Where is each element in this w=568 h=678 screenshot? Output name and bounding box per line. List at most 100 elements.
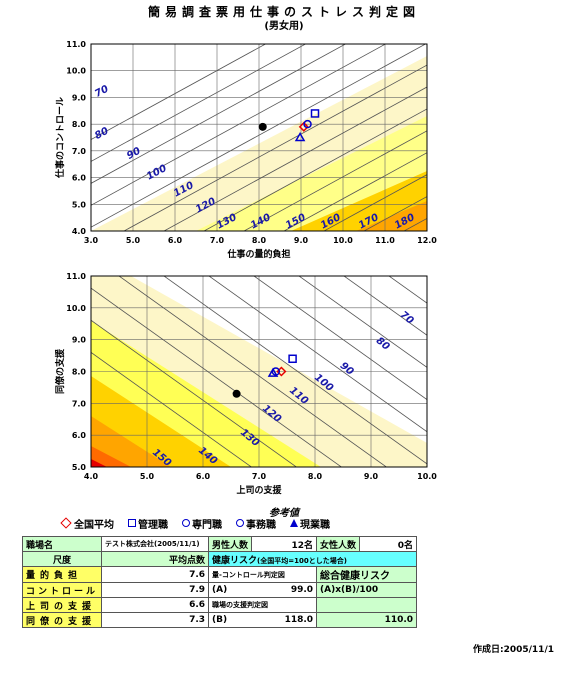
row-value: 7.9 bbox=[101, 582, 210, 598]
x-tick-label: 5.0 bbox=[140, 472, 155, 481]
plot-frame bbox=[90, 43, 428, 232]
legend: 全国平均 管理職 専門職 事務職 現業職 bbox=[60, 516, 532, 531]
row-name: 量的負担 bbox=[21, 566, 103, 583]
risk-b-label: (B) bbox=[212, 615, 228, 625]
summary-table: 職場名 テスト株式会社(2005/11/1) 男性人数 12名 女性人数 0名 … bbox=[21, 536, 418, 628]
risk-band bbox=[91, 459, 107, 467]
risk-b-cell: (B) 118.0 bbox=[208, 612, 318, 628]
triangle-icon bbox=[290, 519, 298, 527]
x-tick-label: 3.0 bbox=[84, 236, 99, 245]
total-value: 110.0 bbox=[316, 612, 418, 628]
contour-line bbox=[208, 276, 427, 433]
data-point-manager bbox=[288, 354, 297, 364]
risk-b-title: 職場の支援判定図 bbox=[208, 597, 318, 613]
x-axis-label: 仕事の量的負担 bbox=[226, 248, 290, 260]
x-tick-label: 5.0 bbox=[126, 236, 141, 245]
contour-line bbox=[243, 130, 427, 231]
contour-line bbox=[283, 152, 427, 231]
circle-icon bbox=[182, 519, 190, 527]
contour-line bbox=[496, 268, 568, 498]
risk-header: 健康リスク(全国平均=100とした場合) bbox=[208, 551, 418, 567]
y-tick-label: 7.0 bbox=[72, 147, 87, 156]
diamond-icon bbox=[60, 517, 72, 529]
y-tick-label: 5.0 bbox=[72, 200, 87, 209]
contour-line bbox=[123, 64, 427, 231]
data-point-workplace bbox=[258, 122, 267, 131]
y-axis-label: 仕事のコントロール bbox=[54, 97, 66, 179]
risk-band bbox=[91, 446, 131, 467]
contour-line bbox=[91, 319, 298, 467]
y-tick-label: 10.0 bbox=[66, 67, 86, 76]
total-formula: (A)x(B)/100 bbox=[316, 582, 418, 598]
contour-line bbox=[531, 41, 568, 268]
contour-line bbox=[253, 276, 427, 401]
row-value: 7.6 bbox=[101, 566, 210, 583]
male-count: 12名 bbox=[251, 536, 318, 552]
data-point-office bbox=[267, 367, 279, 377]
legend-item-manager: 管理職 bbox=[128, 516, 168, 531]
avg-header: 平均点数 bbox=[101, 551, 210, 567]
contour-line bbox=[91, 44, 307, 162]
x-tick-label: 11.0 bbox=[375, 236, 395, 245]
contour-line bbox=[298, 276, 427, 368]
risk-a-value: 99.0 bbox=[290, 585, 314, 595]
contour-line bbox=[118, 276, 388, 467]
contour-line bbox=[203, 108, 427, 231]
y-tick-label: 11.0 bbox=[66, 272, 86, 281]
row-name: コントロール bbox=[21, 582, 103, 598]
contour-line bbox=[91, 44, 387, 206]
total-title: 総合健康リスク bbox=[316, 566, 418, 583]
legend-title: 参考値 bbox=[269, 508, 299, 519]
x-tick-label: 9.0 bbox=[364, 472, 379, 481]
contour-line bbox=[91, 351, 253, 467]
contour-line bbox=[163, 86, 427, 231]
created-date: 作成日:2005/11/1 bbox=[472, 645, 554, 655]
legend-item-office: 事務職 bbox=[236, 516, 276, 531]
y-tick-label: 9.0 bbox=[72, 93, 87, 102]
row-value: 7.3 bbox=[101, 612, 210, 628]
male-label: 男性人数 bbox=[208, 536, 253, 552]
x-tick-label: 8.0 bbox=[308, 472, 323, 481]
total-blank bbox=[316, 597, 418, 613]
legend-label: 現業職 bbox=[300, 519, 330, 531]
data-point-specialist bbox=[303, 119, 312, 129]
row-name: 上司の支援 bbox=[21, 597, 103, 613]
plot-frame bbox=[90, 275, 428, 468]
x-tick-label: 7.0 bbox=[210, 236, 225, 245]
legend-label: 事務職 bbox=[246, 519, 276, 531]
legend-label: 全国平均 bbox=[74, 519, 114, 531]
circle-icon bbox=[236, 519, 244, 527]
x-tick-label: 10.0 bbox=[417, 472, 437, 481]
workplace-name: テスト株式会社(2005/11/1) bbox=[101, 536, 210, 552]
x-tick-label: 12.0 bbox=[417, 236, 437, 245]
contour-line bbox=[406, 268, 568, 498]
x-tick-label: 6.0 bbox=[196, 472, 211, 481]
y-tick-label: 7.0 bbox=[72, 399, 87, 408]
chart-title: 簡易調査票用仕事のストレス判定図 bbox=[147, 5, 420, 19]
legend-label: 専門職 bbox=[192, 519, 222, 531]
contour-line bbox=[91, 44, 347, 184]
y-tick-label: 6.0 bbox=[72, 431, 87, 440]
female-label: 女性人数 bbox=[316, 536, 361, 552]
x-axis-label: 上司の支援 bbox=[236, 484, 282, 496]
data-point-workplace bbox=[232, 389, 241, 398]
contour-line bbox=[91, 44, 267, 141]
y-tick-label: 8.0 bbox=[72, 120, 87, 129]
risk-b-value: 118.0 bbox=[284, 615, 314, 625]
scale-header: 尺度 bbox=[21, 551, 103, 567]
contour-line bbox=[491, 41, 568, 268]
x-tick-label: 4.0 bbox=[84, 472, 99, 481]
female-count: 0名 bbox=[359, 536, 418, 552]
y-tick-label: 6.0 bbox=[72, 174, 87, 183]
y-tick-label: 5.0 bbox=[72, 463, 87, 472]
contour-line bbox=[91, 44, 427, 228]
y-tick-label: 8.0 bbox=[72, 368, 87, 377]
row-value: 6.6 bbox=[101, 597, 210, 613]
y-tick-label: 10.0 bbox=[66, 304, 86, 313]
risk-a-cell: (A) 99.0 bbox=[208, 582, 318, 598]
contour-line bbox=[411, 41, 568, 268]
data-point-manager bbox=[310, 109, 320, 118]
risk-band bbox=[91, 416, 171, 467]
